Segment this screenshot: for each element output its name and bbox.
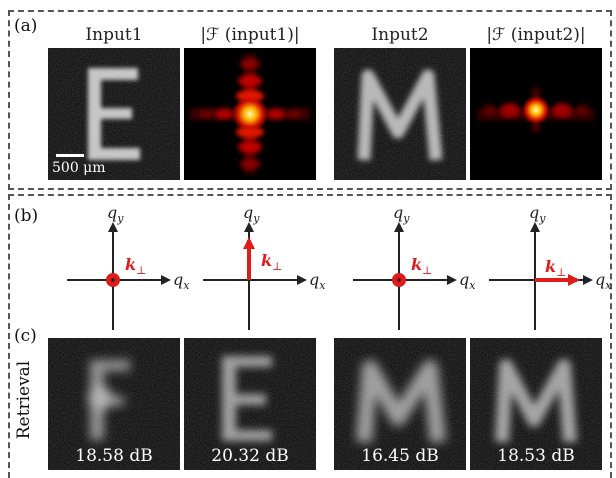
fourier-input2-image: [470, 48, 602, 180]
qy-label-3: qy: [393, 203, 410, 225]
qx-label-2: qx: [309, 270, 326, 292]
title-fourier-input2: |ℱ (input2)|: [486, 25, 586, 45]
fourier-input1-image: [184, 48, 316, 180]
qx-label-1: qx: [173, 270, 190, 292]
k-dot-center-1: [111, 278, 115, 282]
qy-label-4: qy: [529, 203, 546, 225]
retrieval-snr-3: 16.45 dB: [361, 446, 439, 466]
retrieval-snr-2: 20.32 dB: [211, 446, 289, 466]
scale-bar-label: 500 μm: [52, 160, 106, 176]
input2-image: [334, 48, 466, 180]
qy-label-2: qy: [243, 203, 260, 225]
retrieval-snr-4: 18.53 dB: [497, 446, 575, 466]
retrieval-image-2: 20.32 dB: [184, 338, 316, 470]
k-label-3: k⊥: [411, 255, 432, 277]
qx-label-3: qx: [459, 270, 476, 292]
title-input2: Input2: [371, 25, 429, 45]
qy-label-1: qy: [107, 203, 124, 225]
title-input1: Input1: [85, 25, 143, 45]
k-vector-diagrams: qx qy k⊥ qx qy k⊥ qx qy k⊥ qx qy k⊥: [67, 203, 612, 330]
k-label-1: k⊥: [125, 255, 146, 277]
k-label-2: k⊥: [261, 251, 282, 273]
k-label-4: k⊥: [545, 257, 566, 279]
retrieval-image-3: 16.45 dB: [334, 338, 466, 470]
panel-c-label: (c): [14, 326, 37, 346]
title-fourier-input1: |ℱ (input1)|: [200, 25, 300, 45]
scale-bar: [56, 154, 84, 157]
qx-label-4: qx: [595, 270, 612, 292]
retrieval-row-label: Retrieval: [14, 360, 34, 440]
panel-a-frame: [8, 10, 612, 190]
k-dot-center-3: [397, 278, 401, 282]
retrieval-image-4: 18.53 dB: [470, 338, 602, 470]
panel-bc-frame: [8, 194, 612, 478]
panel-b-label: (b): [14, 206, 39, 226]
input1-image: 500 μm: [48, 48, 180, 180]
retrieval-snr-1: 18.58 dB: [75, 446, 153, 466]
panel-a-label: (a): [14, 16, 38, 36]
retrieval-image-1: 18.58 dB: [48, 338, 180, 470]
